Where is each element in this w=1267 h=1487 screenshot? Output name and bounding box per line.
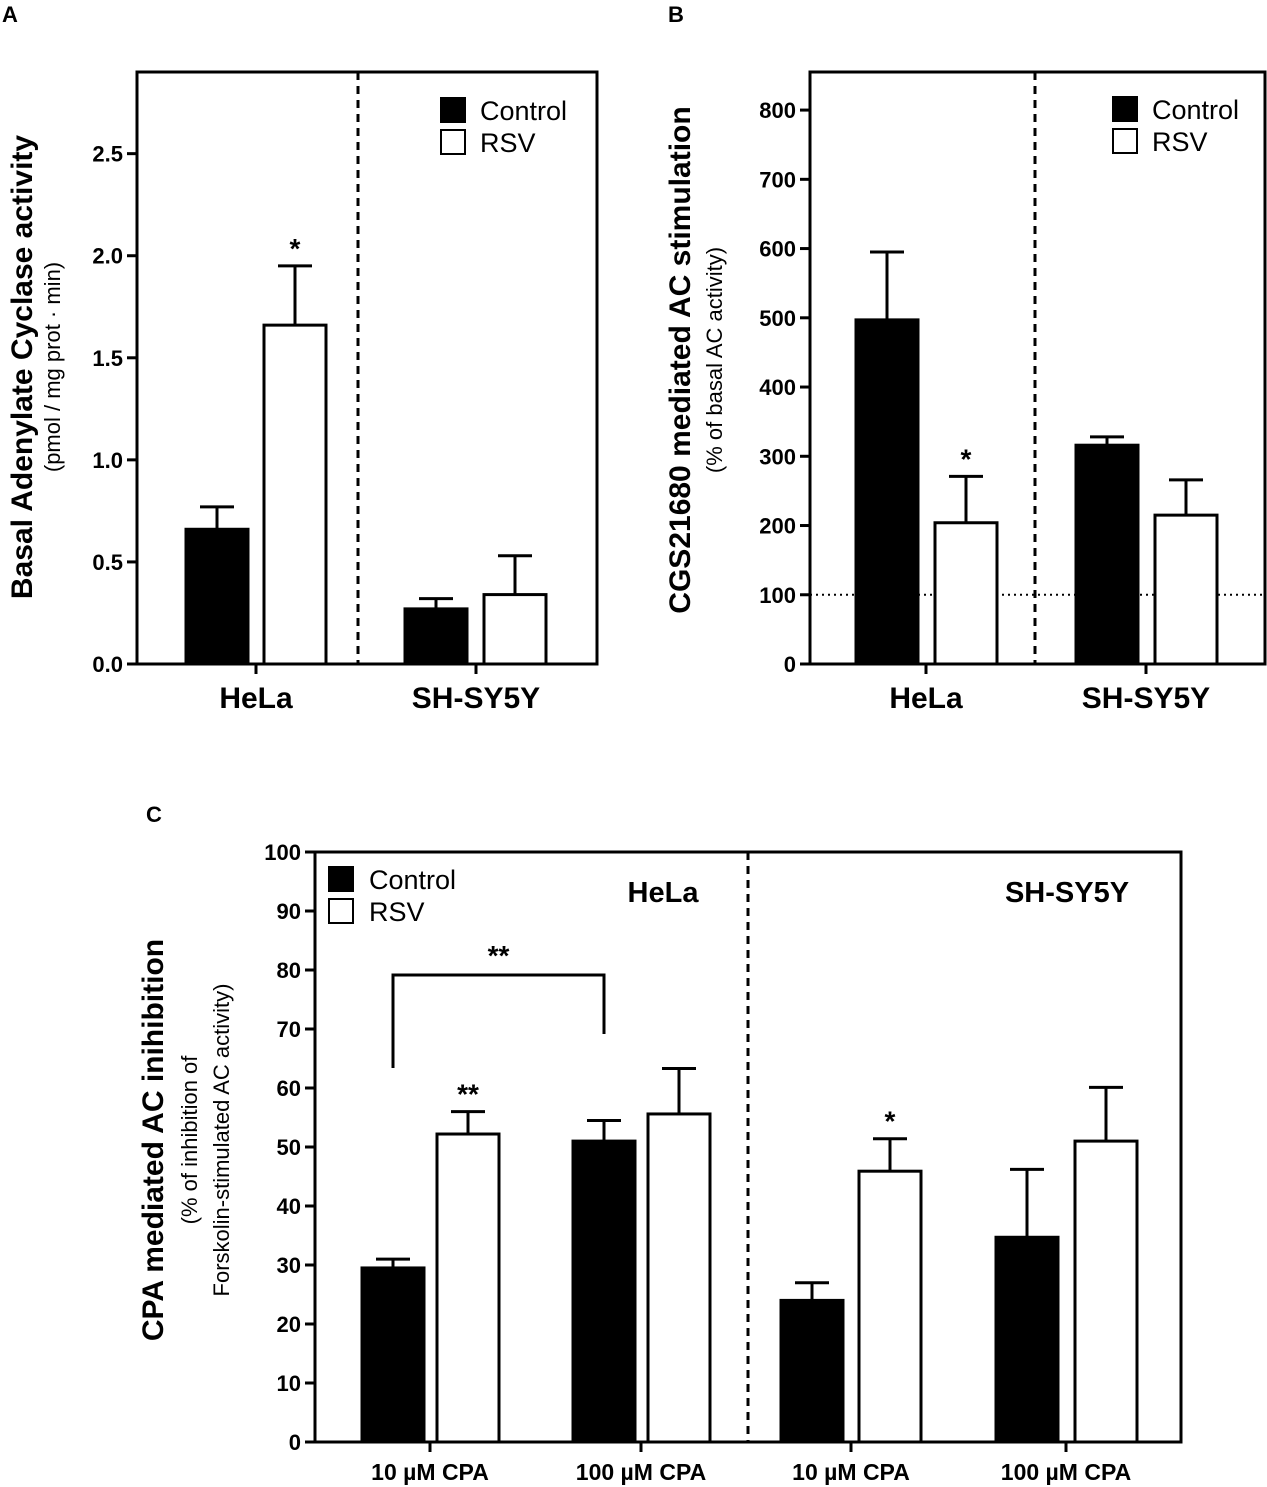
- y-tick-label: 40: [277, 1194, 301, 1219]
- x-category-label: 100 µM CPA: [576, 1459, 706, 1485]
- significance-mark: *: [885, 1106, 896, 1137]
- panel-c-y-subtitle-2: Forskolin-stimulated AC activity): [209, 984, 234, 1297]
- y-tick-label: 30: [277, 1253, 301, 1278]
- legend-swatch-control: [1112, 96, 1138, 122]
- panel-a-plot: 0.0 0.5 1.0 1.5 2.0 2.5 HeLa SH-SY5Y *: [92, 142, 548, 715]
- legend-label-control: Control: [1152, 95, 1239, 125]
- panel-b-letter: B: [668, 2, 684, 27]
- bar-rsv-3: [1073, 1139, 1139, 1444]
- y-tick-label: 100: [759, 583, 796, 608]
- significance-mark: **: [457, 1079, 479, 1110]
- panel-c-legend: Control RSV: [328, 865, 456, 927]
- bracket-label: **: [488, 940, 510, 971]
- bar-control-1: [403, 607, 469, 666]
- bar-control-3: [994, 1235, 1060, 1444]
- bar-rsv-0: [435, 1132, 501, 1444]
- y-tick-label: 1.0: [92, 448, 123, 473]
- panel-b-frame: [808, 70, 1267, 666]
- y-tick-label: 80: [277, 958, 301, 983]
- legend-swatch-control: [440, 97, 466, 123]
- x-category-label: HeLa: [219, 682, 293, 715]
- y-tick-label: 400: [759, 375, 796, 400]
- significance-bracket: [391, 973, 606, 1068]
- panel-c: C CPA mediated AC inihibition (% of inhi…: [137, 802, 1183, 1485]
- bar-rsv-0: [262, 323, 328, 666]
- bar-control-0: [854, 318, 920, 666]
- legend-label-control: Control: [480, 96, 567, 126]
- y-tick-label: 50: [277, 1135, 301, 1160]
- y-tick-label: 100: [264, 840, 301, 865]
- x-category-label: SH-SY5Y: [412, 682, 540, 715]
- y-tick-label: 0: [784, 652, 796, 677]
- bar-control-1: [571, 1139, 637, 1444]
- y-tick-label: 300: [759, 444, 796, 469]
- legend-label-rsv: RSV: [1152, 127, 1208, 157]
- panel-a: A Basal Adenylate Cyclase activity (pmol…: [2, 2, 599, 715]
- x-category-label: 10 µM CPA: [792, 1459, 910, 1485]
- panel-c-letter: C: [146, 802, 162, 827]
- x-category-label: SH-SY5Y: [1082, 682, 1210, 715]
- y-tick-label: 0: [289, 1430, 301, 1455]
- y-tick-label: 600: [759, 237, 796, 262]
- legend-label-rsv: RSV: [369, 897, 425, 927]
- bar-control-0: [360, 1266, 426, 1444]
- panel-c-y-subtitle-1: (% of inhibition of: [177, 1055, 202, 1225]
- significance-mark: *: [290, 233, 301, 264]
- y-tick-label: 10: [277, 1371, 301, 1396]
- panel-a-y-title: Basal Adenylate Cyclase activity: [6, 135, 39, 599]
- panel-b: B CGS21680 mediated AC stimulation (% of…: [664, 2, 1267, 715]
- bar-control-1: [1074, 443, 1140, 666]
- panel-a-legend: Control RSV: [440, 96, 567, 158]
- bar-control-0: [184, 527, 250, 666]
- legend-swatch-rsv: [328, 898, 354, 924]
- y-tick-label: 2.5: [92, 142, 123, 167]
- y-tick-label: 700: [759, 167, 796, 192]
- x-category-label: 100 µM CPA: [1001, 1459, 1131, 1485]
- y-tick-label: 20: [277, 1312, 301, 1337]
- y-tick-label: 200: [759, 514, 796, 539]
- panel-a-frame: [135, 70, 599, 666]
- y-tick-label: 0.5: [92, 550, 123, 575]
- group-label-hela: HeLa: [628, 877, 700, 909]
- legend-swatch-rsv: [440, 129, 466, 155]
- bar-rsv-1: [482, 593, 548, 666]
- legend-label-control: Control: [369, 865, 456, 895]
- panel-b-legend: Control RSV: [1112, 95, 1239, 157]
- x-category-label: 10 µM CPA: [371, 1459, 489, 1485]
- y-tick-label: 500: [759, 306, 796, 331]
- y-tick-label: 2.0: [92, 244, 123, 269]
- panel-c-y-title: CPA mediated AC inihibition: [137, 939, 170, 1341]
- y-tick-label: 90: [277, 899, 301, 924]
- legend-swatch-control: [328, 866, 354, 892]
- bar-rsv-1: [1153, 513, 1219, 666]
- bar-control-2: [779, 1298, 845, 1444]
- y-tick-label: 0.0: [92, 652, 123, 677]
- panel-c-plot: 0 10 20 30 40 50 60 70 80 90 100 10 µM CPA 100 µM CP…: [264, 840, 1139, 1485]
- y-tick-label: 1.5: [92, 346, 123, 371]
- bar-rsv-1: [646, 1112, 712, 1444]
- x-category-label: HeLa: [889, 682, 963, 715]
- panel-b-y-title: CGS21680 mediated AC stimulation: [664, 106, 697, 613]
- y-tick-label: 60: [277, 1076, 301, 1101]
- panel-b-plot: 0 100 200 300 400 500 600 700 800 HeLa SH-SY5Y *: [759, 98, 1265, 715]
- panel-b-y-subtitle: (% of basal AC activity): [702, 247, 727, 473]
- significance-mark: *: [961, 443, 972, 474]
- legend-swatch-rsv: [1112, 128, 1138, 154]
- group-label-shsy5y: SH-SY5Y: [1005, 877, 1129, 909]
- panel-a-letter: A: [2, 2, 18, 27]
- bar-rsv-0: [933, 521, 999, 666]
- y-tick-label: 800: [759, 98, 796, 123]
- panel-a-y-subtitle: (pmol / mg prot · min): [40, 262, 65, 472]
- legend-label-rsv: RSV: [480, 128, 536, 158]
- bar-rsv-2: [857, 1169, 923, 1444]
- y-tick-label: 70: [277, 1017, 301, 1042]
